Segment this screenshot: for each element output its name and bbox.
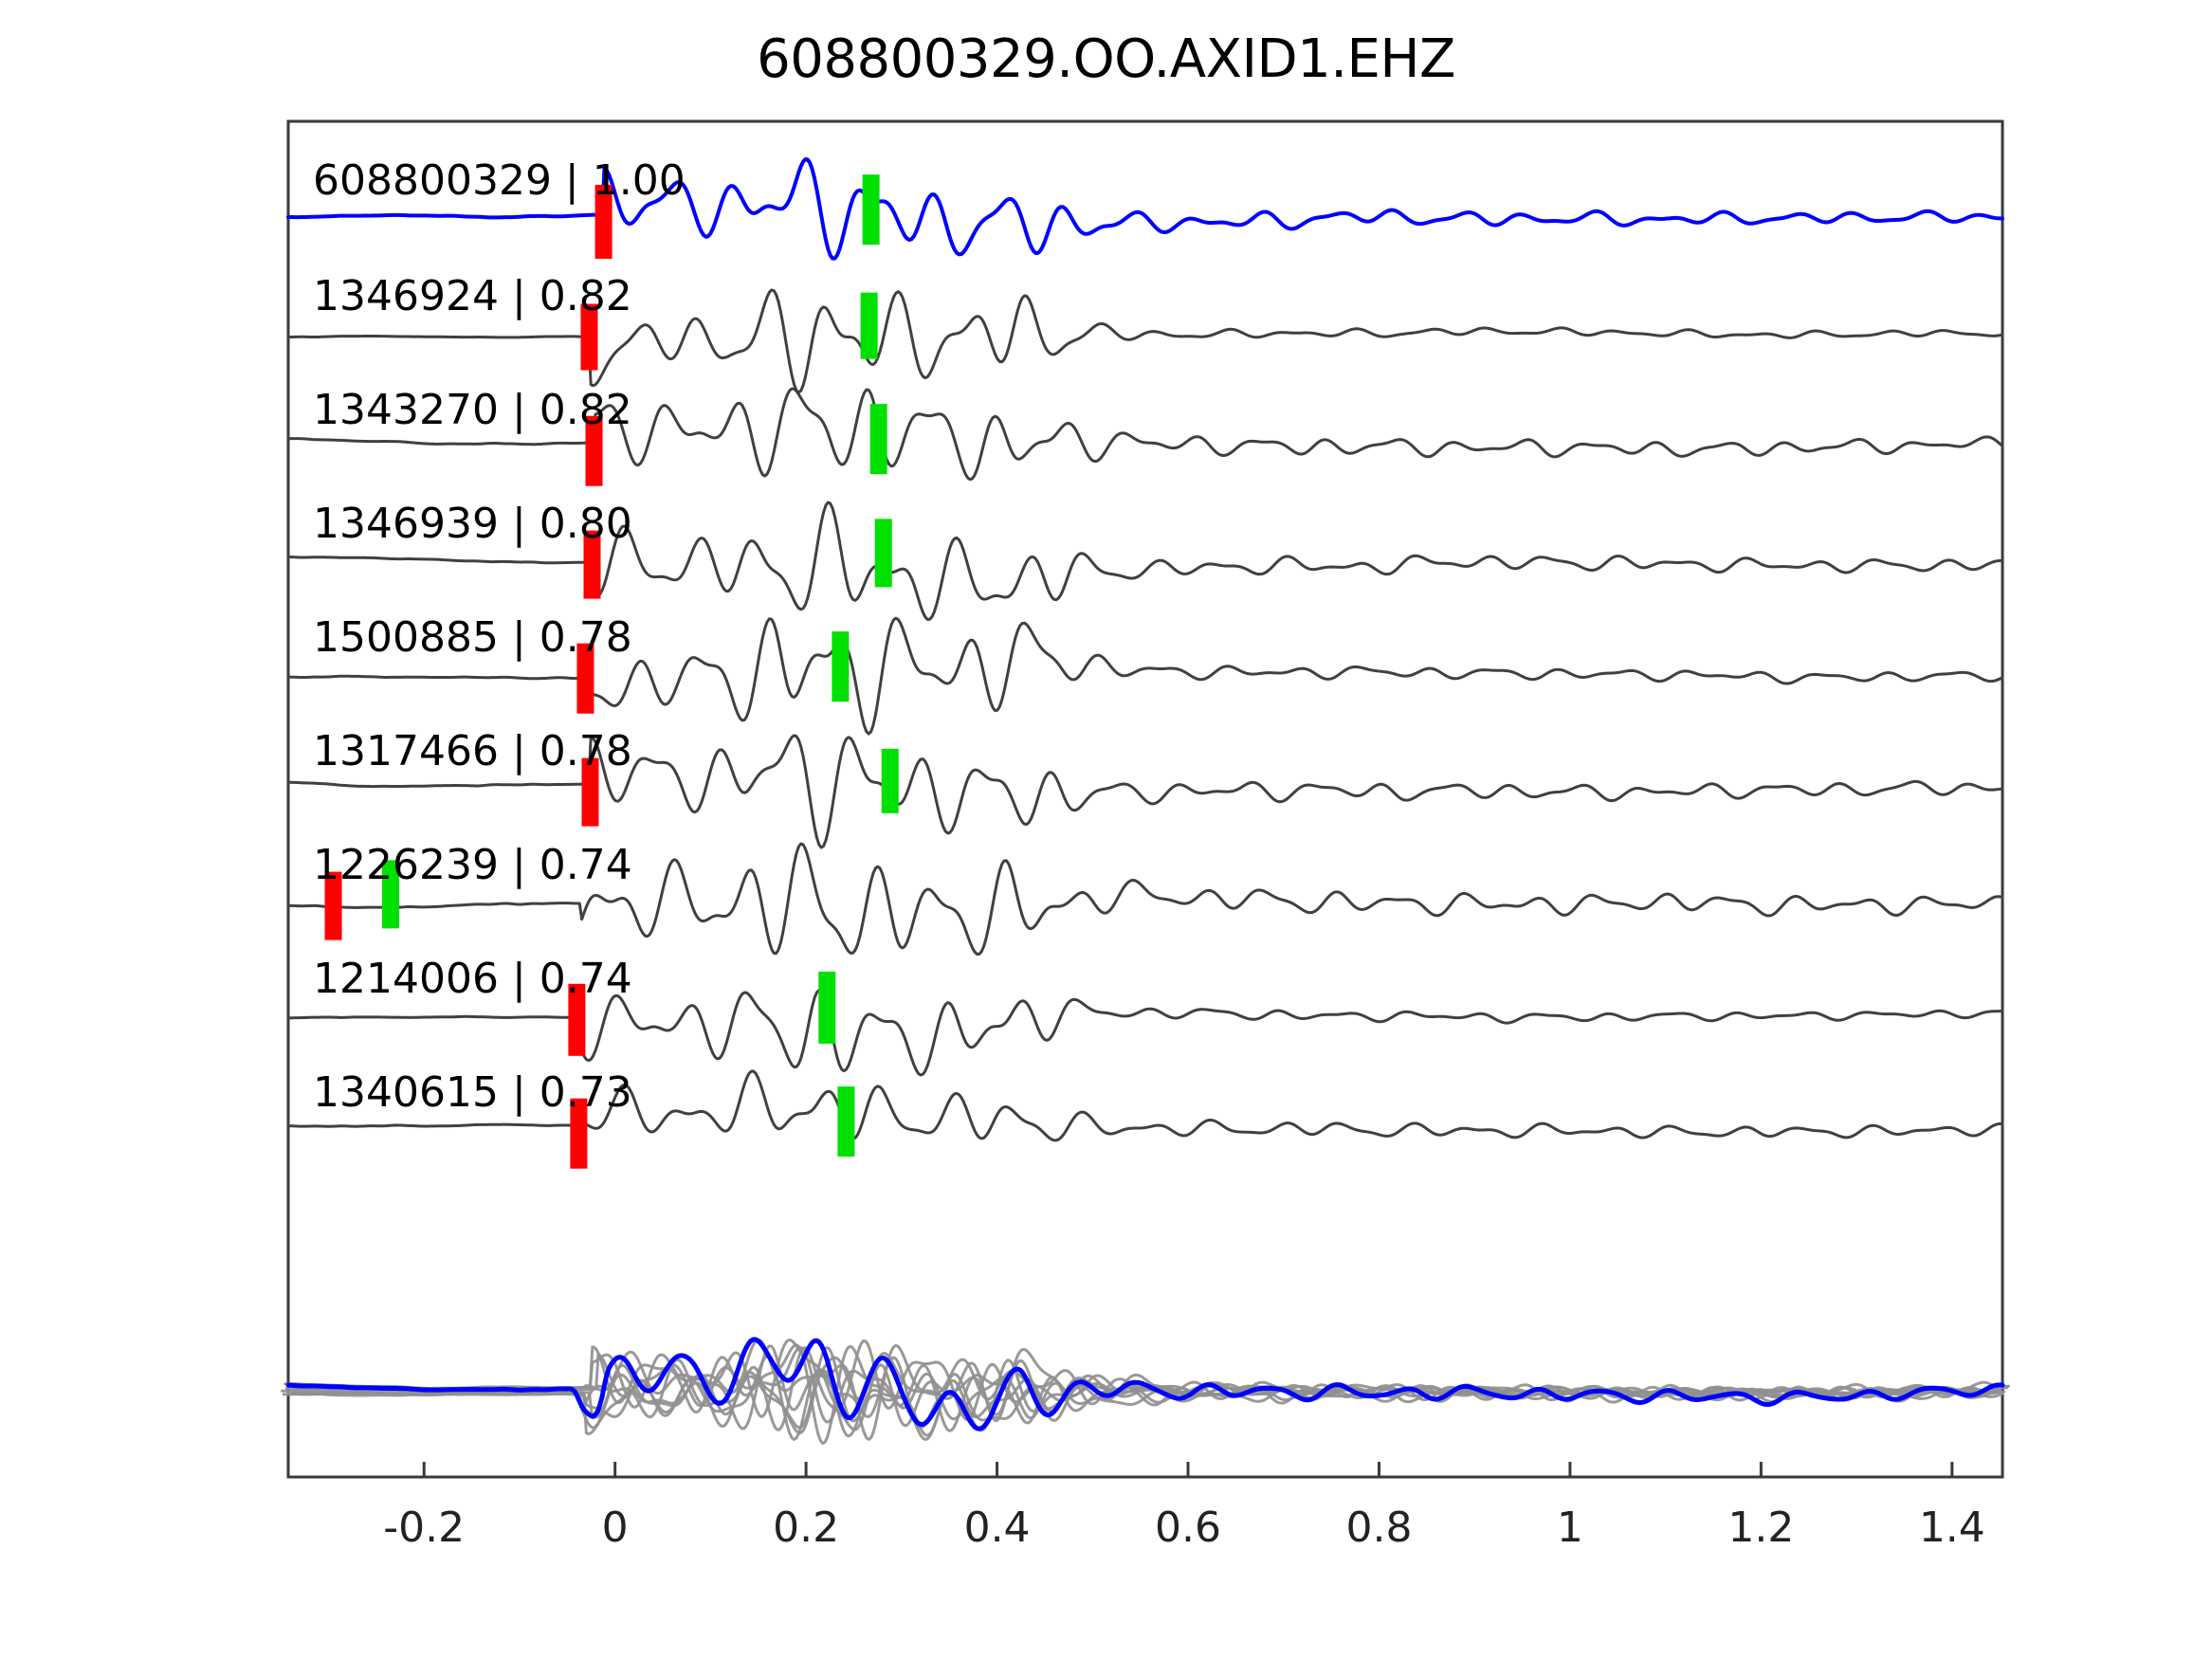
- trace-label: 1346939 | 0.80: [313, 500, 632, 548]
- p-pick-marker: [583, 530, 601, 599]
- p-pick-marker: [568, 983, 586, 1056]
- waveform-row: 1346939 | 0.80: [286, 500, 2004, 621]
- x-axis-ticks: -0.2 0 0.2 0.4 0.6 0.8 1 1.2 1.4: [383, 1462, 1985, 1552]
- waveform-row: 1340615 | 0.73: [286, 1068, 2004, 1169]
- s-pick-marker: [881, 748, 899, 813]
- trace-label: 1343270 | 0.82: [313, 386, 632, 434]
- detection-waveform: [286, 842, 2004, 956]
- trace-label: 608800329 | 1.00: [313, 156, 686, 205]
- trace-label: 1214006 | 0.74: [313, 955, 632, 1003]
- s-pick-marker: [832, 631, 850, 702]
- p-pick-marker: [570, 1098, 588, 1169]
- x-tick-label: 0.4: [964, 1504, 1031, 1552]
- p-pick-marker: [576, 643, 594, 714]
- detection-waveform: [286, 288, 2004, 394]
- s-pick-marker: [818, 971, 836, 1044]
- detection-waveform: [286, 734, 2004, 849]
- s-pick-marker: [837, 1086, 855, 1158]
- s-pick-marker: [869, 404, 887, 475]
- x-tick-label: 0.6: [1155, 1504, 1221, 1552]
- p-pick-marker: [594, 184, 612, 259]
- x-tick-label: 1.2: [1728, 1504, 1794, 1552]
- stack-overlay-trace: [283, 1338, 2002, 1422]
- x-tick-label: 1.4: [1919, 1504, 1985, 1552]
- x-tick-label: 1: [1557, 1504, 1583, 1552]
- p-pick-marker: [324, 871, 342, 940]
- detection-waveform: [286, 616, 2004, 736]
- stack-overlay-panel: [281, 1337, 2010, 1446]
- figure-title: 608800329.OO.AXID1.EHZ: [757, 28, 1455, 90]
- trace-label: 1226239 | 0.74: [313, 841, 632, 889]
- s-pick-marker: [860, 292, 878, 359]
- trace-label: 1346924 | 0.82: [313, 272, 632, 320]
- trace-label: 1317466 | 0.78: [313, 727, 632, 775]
- plot-frame: [286, 119, 2004, 1479]
- s-pick-marker: [381, 860, 399, 929]
- waveform-row: 1214006 | 0.74: [286, 955, 2004, 1077]
- trace-label: 1340615 | 0.73: [313, 1068, 632, 1117]
- s-pick-marker: [862, 174, 880, 246]
- waveform-row: 1317466 | 0.78: [286, 727, 2004, 849]
- trace-label: 1500885 | 0.78: [313, 613, 632, 662]
- trace-stack: 608800329 | 1.00 1346924 | 0.82 1343270 | …: [286, 156, 2004, 1169]
- s-pick-marker: [874, 519, 892, 588]
- x-tick-label: 0.2: [773, 1504, 839, 1552]
- x-tick-label: -0.2: [383, 1504, 465, 1552]
- detection-waveform: [286, 387, 2004, 482]
- detection-waveform: [286, 501, 2004, 621]
- p-pick-marker: [581, 757, 599, 827]
- waveform-row: 1226239 | 0.74: [286, 841, 2004, 956]
- p-pick-marker: [580, 303, 598, 371]
- p-pick-marker: [585, 415, 603, 486]
- waveform-row: 1500885 | 0.78: [286, 613, 2004, 736]
- stack-reference-trace: [285, 1337, 2005, 1431]
- waveform-row: 1346924 | 0.82: [286, 272, 2004, 394]
- x-tick-label: 0: [602, 1504, 629, 1552]
- x-tick-label: 0.8: [1345, 1504, 1412, 1552]
- template-waveform: [286, 157, 2004, 261]
- waveform-row: 1343270 | 0.82: [286, 386, 2004, 486]
- waveform-row: 608800329 | 1.00: [286, 156, 2004, 261]
